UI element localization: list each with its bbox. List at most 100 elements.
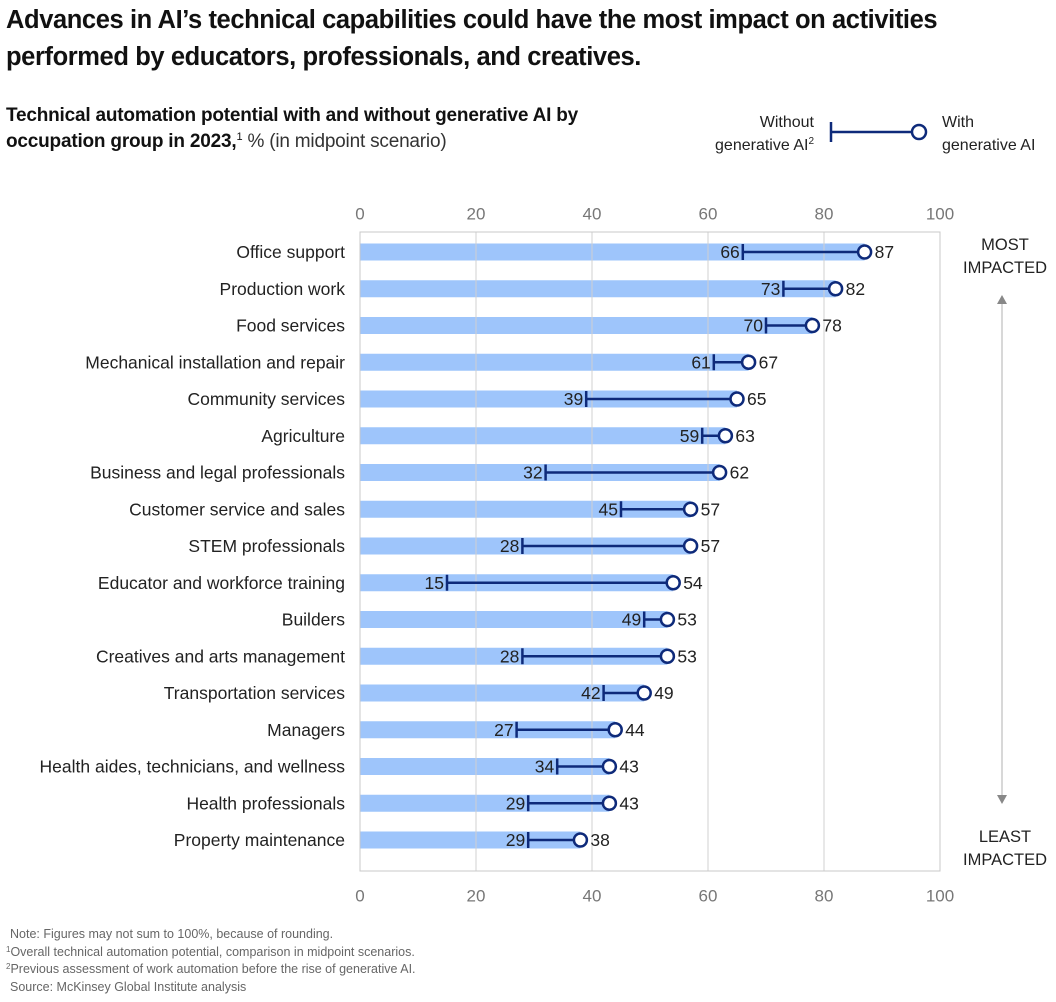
least-impacted-line1: LEAST (978, 828, 1032, 846)
without-ai-value-label: 32 (523, 463, 542, 483)
without-ai-value-label: 42 (581, 683, 600, 703)
with-ai-value-label: 57 (701, 499, 720, 519)
with-ai-value-label: 53 (677, 646, 696, 666)
arrow-up-icon (997, 295, 1007, 304)
with-ai-value-label: 53 (677, 610, 696, 630)
note-text: Note: Figures may not sum to 100%, becau… (10, 927, 334, 941)
without-ai-value-label: 39 (564, 389, 583, 409)
with-ai-marker (601, 795, 618, 811)
without-ai-value-label: 28 (500, 536, 519, 556)
source-text: Source: McKinsey Global Institute analys… (10, 979, 247, 994)
with-ai-value-label: 54 (683, 573, 703, 593)
subtitle-unit: % (in midpoint scenario) (242, 131, 447, 152)
subtitle-footnote-marker: 1 (236, 131, 243, 143)
bar (360, 684, 645, 702)
plot-frame (359, 231, 941, 872)
legend-without-text: generative AI (715, 137, 809, 154)
bar (360, 831, 581, 849)
with-ai-value-label: 78 (822, 316, 841, 336)
with-ai-value-label: 62 (730, 463, 749, 483)
with-ai-marker (729, 391, 745, 407)
with-ai-marker (682, 538, 699, 554)
category-label: Health professionals (186, 793, 345, 813)
x-tick-label-top: 100 (926, 205, 954, 224)
x-tick-label-bottom: 20 (467, 887, 486, 906)
with-ai-marker (601, 758, 618, 775)
with-ai-marker (711, 464, 728, 481)
dumbbell-chart: 0 0 20 20 40 40 60 60 80 80 100 100 Office support 66… (40, 205, 1007, 906)
chart-title: Advances in AI’s technical capabilities … (6, 6, 938, 71)
category-label: Builders (282, 610, 345, 630)
arrow-down-icon (997, 795, 1007, 804)
bar (360, 427, 726, 445)
without-ai-value-label: 27 (494, 720, 513, 740)
legend-dumbbell-icon (829, 122, 928, 142)
category-label: Community services (187, 389, 345, 409)
without-ai-value-label: 73 (761, 279, 780, 299)
with-ai-marker (607, 722, 623, 738)
x-tick-label-top: 80 (815, 205, 834, 224)
without-ai-value-label: 59 (680, 426, 699, 446)
most-impacted-line1: MOST (981, 236, 1029, 254)
bar (360, 464, 720, 481)
with-ai-value-label: 43 (619, 793, 638, 813)
legend-with-line1: With (942, 114, 974, 131)
x-tick-label-top: 20 (467, 205, 486, 224)
category-label: Agriculture (261, 426, 345, 446)
with-ai-marker (856, 244, 873, 260)
bar (360, 647, 668, 665)
with-ai-value-label: 82 (846, 279, 865, 299)
with-ai-marker (572, 832, 589, 848)
with-ai-value-label: 49 (654, 683, 673, 703)
with-ai-marker (717, 428, 734, 444)
legend-with-label: With generative AI (942, 111, 1035, 157)
without-ai-value-label: 49 (622, 610, 641, 630)
x-tick-label-top: 0 (355, 205, 364, 224)
footnotes: Note: Figures may not sum to 100%, becau… (6, 926, 416, 996)
without-ai-value-label: 45 (599, 499, 618, 519)
with-ai-marker (827, 281, 844, 297)
legend-without-label: Without generative AI2 (715, 111, 814, 157)
without-ai-value-label: 29 (506, 793, 525, 813)
most-impacted-line2: IMPACTED (962, 259, 1048, 277)
footnote-2-text: Previous assessment of work automation b… (10, 962, 416, 976)
with-ai-value-label: 44 (625, 720, 645, 740)
with-ai-marker (636, 685, 652, 701)
bar (360, 611, 668, 628)
without-ai-value-label: 29 (506, 830, 525, 850)
category-label: Mechanical installation and repair (85, 352, 345, 372)
with-ai-value-label: 43 (619, 757, 638, 777)
bar (360, 390, 737, 408)
category-label: Creatives and arts management (96, 646, 345, 666)
footnote-2-marker: 2 (6, 962, 11, 971)
legend-without-line2: generative AI2 (715, 134, 814, 157)
with-ai-value-label: 38 (590, 830, 609, 850)
footnote-1: 1Overall technical automation potential,… (6, 944, 416, 962)
bar (360, 721, 616, 739)
bar (360, 353, 749, 371)
without-ai-value-label: 61 (691, 352, 710, 372)
category-label: STEM professionals (188, 536, 345, 556)
category-label: Office support (236, 242, 345, 262)
most-impacted-label: MOST IMPACTED (955, 234, 1055, 280)
with-ai-marker (659, 611, 676, 628)
bar (360, 280, 836, 298)
without-ai-value-label: 15 (425, 573, 444, 593)
x-tick-label-bottom: 60 (699, 887, 718, 906)
legend-without-footnote: 2 (808, 136, 814, 147)
footnote-1-text: Overall technical automation potential, … (10, 944, 415, 959)
x-tick-label-bottom: 100 (926, 887, 954, 906)
without-ai-value-label: 66 (720, 242, 739, 262)
category-label: Property maintenance (174, 830, 345, 850)
bar (360, 500, 691, 518)
without-ai-value-label: 34 (535, 757, 555, 777)
category-label: Managers (267, 720, 345, 740)
with-ai-value-label: 65 (747, 389, 766, 409)
subtitle-bold: Technical automation potential with and … (6, 105, 579, 152)
legend-without-line1: Without (759, 114, 814, 131)
x-tick-label-bottom: 0 (355, 887, 364, 906)
with-ai-value-label: 67 (759, 352, 778, 372)
least-impacted-label: LEAST IMPACTED (955, 826, 1055, 872)
category-label: Production work (220, 279, 346, 299)
with-ai-value-label: 57 (701, 536, 720, 556)
